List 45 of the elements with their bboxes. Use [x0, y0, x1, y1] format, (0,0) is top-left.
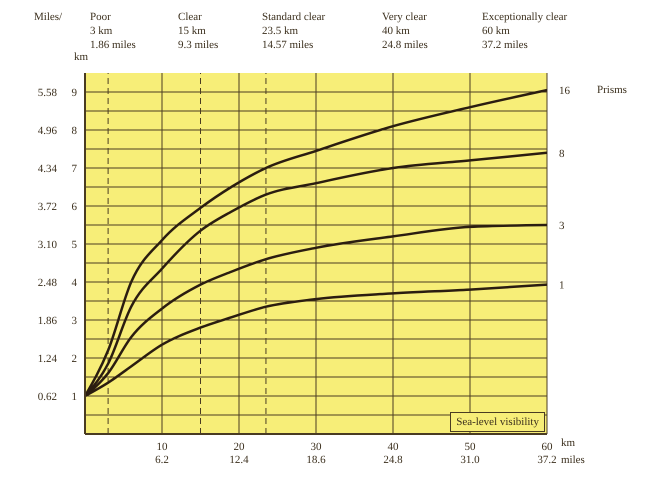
x2-tick-label: 6.2 [155, 454, 169, 466]
x2-tick-label: 31.0 [460, 454, 480, 466]
x2-axis-title: miles [561, 454, 585, 466]
y-tick-label: 7 [72, 162, 78, 175]
legend-title: Prisms [597, 84, 627, 96]
series-label: 8 [559, 148, 565, 160]
y-tick-label: 6 [72, 200, 78, 213]
x-tick-label: 40 [388, 440, 399, 453]
x2-tick-label: 37.2 [537, 454, 557, 466]
y2-tick-label: 2.48 [38, 276, 58, 289]
y-tick-label: 1 [72, 390, 77, 403]
x-tick-label: 20 [234, 440, 245, 453]
y2-tick-label: 3.10 [38, 238, 58, 251]
annotation: Sea-level visibility [450, 412, 545, 432]
y2-tick-label: 1.24 [38, 352, 58, 365]
y-tick-label: 5 [72, 238, 78, 251]
text: Very clear 40 km 24.8 miles [382, 10, 428, 52]
y-axis-title: km [74, 50, 88, 64]
text: Exceptionally clear 60 km 37.2 miles [482, 10, 568, 52]
x-tick-label: 50 [464, 440, 476, 453]
series-label: 16 [559, 85, 570, 98]
y2-tick-label: 0.62 [38, 390, 57, 403]
y2-tick-label: 5.58 [38, 86, 58, 99]
series-label: 1 [559, 280, 564, 292]
text: Standard clear 23.5 km 14.57 miles [262, 10, 326, 52]
series-label: 3 [559, 220, 565, 232]
y-tick-label: 3 [72, 314, 78, 327]
x-tick-label: 60 [542, 440, 553, 453]
y-tick-label: 2 [72, 352, 77, 365]
text: Clear 15 km 9.3 miles [178, 10, 218, 52]
y2-tick-label: 3.72 [38, 200, 57, 213]
text: Poor 3 km 1.86 miles [90, 10, 136, 52]
x2-tick-label: 24.8 [383, 454, 404, 466]
x2-tick-label: 18.6 [306, 454, 326, 466]
y2-tick-label: 4.34 [38, 162, 58, 175]
x-axis-title: km [561, 436, 576, 449]
y-tick-label: 8 [72, 124, 78, 137]
x2-tick-label: 12.4 [229, 454, 250, 466]
x-tick-label: 30 [310, 440, 322, 453]
y2-tick-label: 1.86 [38, 314, 58, 327]
y2-axis-title: Miles/ [34, 10, 62, 24]
y-tick-label: 9 [72, 86, 78, 99]
y-tick-label: 4 [72, 276, 78, 289]
x-tick-label: 10 [156, 440, 168, 453]
y2-tick-label: 4.96 [38, 124, 58, 137]
